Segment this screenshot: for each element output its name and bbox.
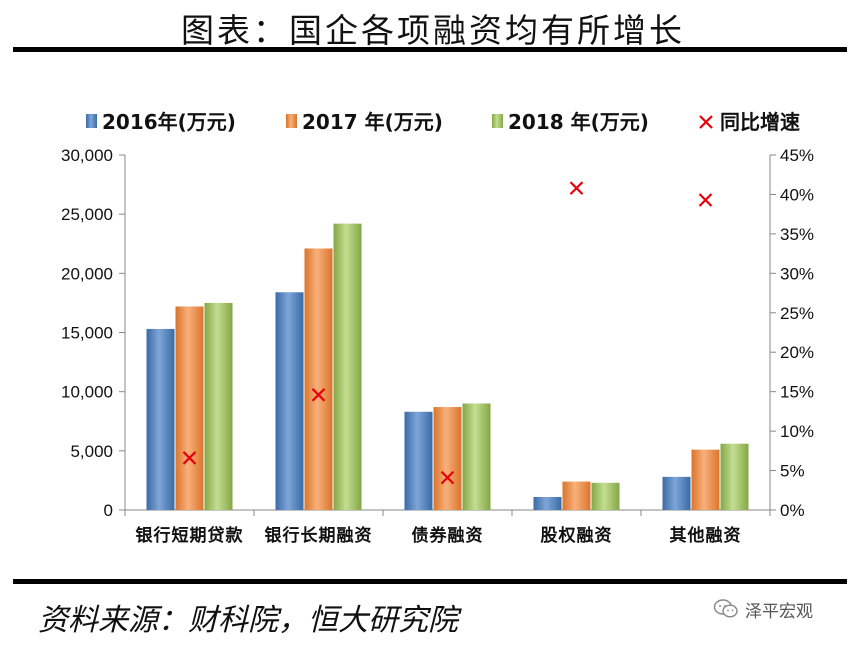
legend-item-growth: 同比增速: [699, 110, 800, 134]
bar-2018: [204, 302, 233, 510]
top-rule: [13, 47, 847, 52]
growth-marker: [698, 193, 713, 207]
growth-marker: [311, 388, 326, 402]
category-label: 债券融资: [412, 525, 484, 546]
y2-tick-label: 20%: [780, 343, 814, 362]
y-tick-label: 15,000: [61, 324, 113, 343]
wechat-icon: [713, 599, 738, 618]
source-note: 资料来源：财科院，恒大研究院: [38, 603, 458, 638]
legend: 2016年(万元) 2017 年(万元) 2018 年(万元) 同比增速: [86, 110, 800, 134]
bar-2017: [175, 306, 204, 510]
category-label: 银行长期融资: [265, 525, 373, 546]
y2-tick-label: 5%: [780, 462, 805, 481]
bars: [146, 223, 749, 510]
category-label: 其他融资: [670, 525, 742, 546]
growth-marker: [569, 181, 584, 195]
bar-2016: [662, 476, 691, 510]
bar-2016: [275, 292, 304, 510]
y2-tick-label: 35%: [780, 225, 814, 244]
watermark: 泽平宏观: [713, 594, 813, 624]
legend-swatch: [492, 114, 503, 128]
y-tick-label: 25,000: [61, 205, 113, 224]
bar-2017: [433, 407, 462, 510]
bar-2017: [562, 481, 591, 510]
chart-title: 图表：国企各项融资均有所增长: [181, 11, 685, 50]
y2-tick-label: 30%: [780, 264, 814, 283]
category-label: 股权融资: [541, 525, 613, 546]
y2-tick-label: 40%: [780, 185, 814, 204]
y-tick-label: 5,000: [70, 442, 113, 461]
y-tick-label: 10,000: [61, 383, 113, 402]
axes: 0 5,000 10,000 15,000 20,000 25,000 30,000 0% 5%…: [61, 146, 814, 546]
y2-tick-label: 10%: [780, 422, 814, 441]
legend-item-2016: 2016年(万元): [86, 110, 236, 134]
y-tick-label: 0: [104, 501, 113, 520]
bar-2017: [691, 449, 720, 510]
bar-2016: [404, 411, 433, 510]
bottom-rule: [13, 579, 847, 584]
legend-label: 2017 年(万元): [302, 110, 443, 134]
y2-tick-label: 0%: [780, 501, 805, 520]
growth-marker: [440, 470, 455, 485]
legend-label: 同比增速: [720, 110, 800, 134]
legend-swatch: [286, 114, 297, 128]
watermark-text: 泽平宏观: [745, 601, 813, 622]
y2-tick-label: 25%: [780, 304, 814, 323]
y-tick-label: 30,000: [61, 146, 113, 165]
legend-label: 2016年(万元): [102, 110, 236, 134]
category-label: 银行短期贷款: [136, 525, 244, 546]
bar-2018: [462, 403, 491, 510]
growth-markers: [182, 181, 713, 485]
bar-2018: [720, 443, 749, 510]
y-tick-label: 20,000: [61, 264, 113, 283]
legend-swatch: [86, 114, 97, 128]
bar-2016: [533, 496, 562, 510]
legend-item-2018: 2018 年(万元): [492, 110, 649, 134]
y2-tick-label: 15%: [780, 383, 814, 402]
bar-2018: [591, 482, 620, 510]
bar-2018: [333, 223, 362, 510]
growth-marker: [182, 451, 197, 465]
legend-label: 2018 年(万元): [508, 110, 649, 134]
bar-2017: [304, 248, 333, 510]
bar-2016: [146, 328, 175, 510]
legend-item-2017: 2017 年(万元): [286, 110, 443, 134]
y2-tick-label: 45%: [780, 146, 814, 165]
